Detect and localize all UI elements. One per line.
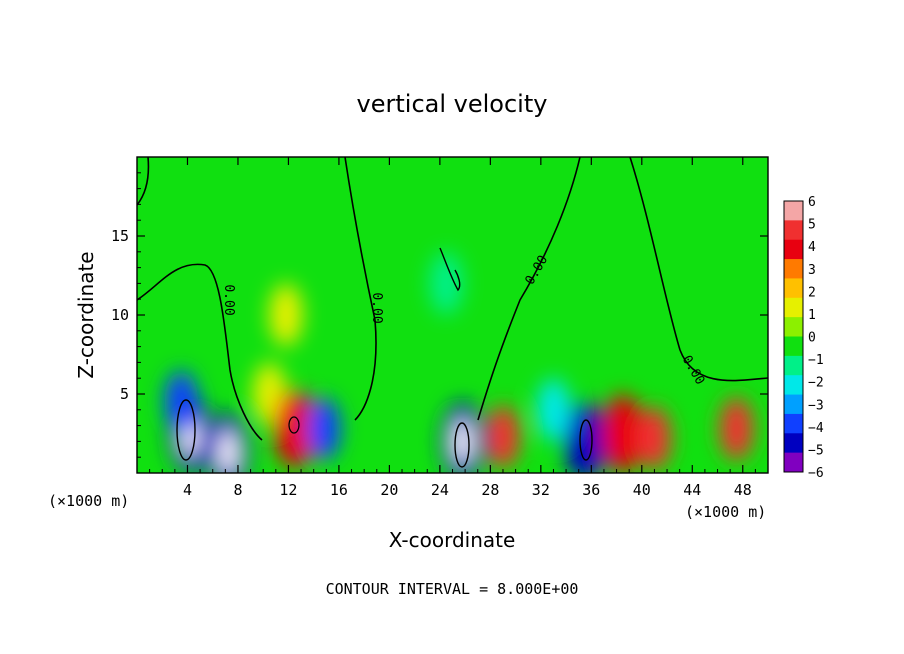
x-tick-label: 16 bbox=[330, 481, 348, 499]
colorbar-segment bbox=[784, 433, 803, 454]
colorbar-tick-label: 5 bbox=[808, 218, 816, 233]
contour-interval-note: CONTOUR INTERVAL = 8.000E+00 bbox=[326, 580, 579, 598]
colorbar-tick-label: 3 bbox=[808, 263, 816, 278]
field-feature-4 bbox=[273, 389, 316, 468]
field-feature-1 bbox=[164, 370, 198, 434]
y-axis: 5 10 15 bbox=[111, 172, 768, 458]
field-feature-10 bbox=[564, 402, 607, 473]
x-unit-label-left: (×1000 m) bbox=[48, 492, 129, 510]
x-tick-label: 44 bbox=[683, 481, 701, 499]
colorbar-tick-label: −4 bbox=[808, 421, 824, 436]
colorbar-segment bbox=[784, 259, 803, 279]
x-tick-label: 32 bbox=[532, 481, 550, 499]
colorbar-segment bbox=[784, 413, 803, 434]
colorbar-tick-label: 4 bbox=[808, 240, 816, 255]
x-unit-label-right: (×1000 m) bbox=[685, 503, 766, 521]
field-feature-14 bbox=[536, 378, 571, 441]
field-feature-9 bbox=[486, 405, 520, 468]
colorbar: 6 5 4 3 2 1 0 −1 −2 −3 −4 −5 −6 bbox=[783, 195, 824, 481]
colorbar-tick-label: 6 bbox=[808, 195, 816, 210]
colorbar-segment bbox=[784, 220, 803, 241]
field-feature-core-2 bbox=[218, 430, 237, 473]
field-feature-11 bbox=[601, 394, 644, 473]
contour-value-label: 0.00 bbox=[221, 284, 236, 315]
feature-layer bbox=[164, 252, 754, 473]
field-feature-5 bbox=[269, 283, 303, 347]
y-axis-label: Z-coordinate bbox=[74, 251, 98, 378]
plot-area: 0.00 0.000.000.00 bbox=[137, 157, 768, 473]
x-tick-label: 28 bbox=[481, 481, 499, 499]
colorbar-segment bbox=[784, 375, 803, 396]
colorbar-segment bbox=[784, 297, 803, 318]
colorbar-segment bbox=[784, 336, 803, 357]
x-tick-label: 48 bbox=[734, 481, 752, 499]
colorbar-segment bbox=[784, 452, 803, 473]
field-feature-13 bbox=[719, 397, 754, 460]
x-tick-label: 8 bbox=[233, 481, 242, 499]
colorbar-tick-label: −5 bbox=[808, 443, 824, 458]
y-tick-label: 15 bbox=[111, 227, 129, 245]
x-tick-label: 4 bbox=[183, 481, 192, 499]
x-axis: 4 8 12 16 20 24 28 32 36 40 44 48 bbox=[149, 157, 756, 499]
colorbar-tick-label: 1 bbox=[808, 308, 816, 323]
colorbar-segment bbox=[784, 317, 803, 337]
colorbar-tick-label: −6 bbox=[808, 466, 824, 481]
zero-contour-lines bbox=[137, 157, 768, 468]
colorbar-tick-label: 0 bbox=[808, 331, 816, 346]
colorbar-segment bbox=[784, 239, 803, 260]
x-tick-label: 24 bbox=[431, 481, 449, 499]
x-tick-label: 20 bbox=[380, 481, 398, 499]
x-tick-label: 12 bbox=[279, 481, 297, 499]
field-feature-6 bbox=[306, 397, 341, 460]
field-feature-12 bbox=[637, 407, 672, 470]
field-feature-8 bbox=[429, 252, 463, 315]
colorbar-tick-label: −3 bbox=[808, 398, 824, 413]
colorbar-tick-label: −2 bbox=[808, 376, 824, 391]
colorbar-segment bbox=[784, 201, 803, 221]
y-tick-label: 10 bbox=[111, 306, 129, 324]
colorbar-tick-label: −1 bbox=[808, 353, 824, 368]
x-axis-label: X-coordinate bbox=[389, 528, 516, 552]
x-tick-label: 40 bbox=[633, 481, 651, 499]
colorbar-frame bbox=[783, 200, 804, 473]
y-tick-label: 5 bbox=[120, 385, 129, 403]
chart-title: vertical velocity bbox=[357, 90, 548, 118]
colorbar-tick-label: 2 bbox=[808, 285, 816, 300]
colorbar-segment bbox=[784, 355, 803, 376]
colorbar-segment bbox=[784, 394, 803, 415]
x-tick-label: 36 bbox=[582, 481, 600, 499]
contour-value-label: 0.00 bbox=[369, 292, 384, 323]
colorbar-segment bbox=[784, 278, 803, 299]
